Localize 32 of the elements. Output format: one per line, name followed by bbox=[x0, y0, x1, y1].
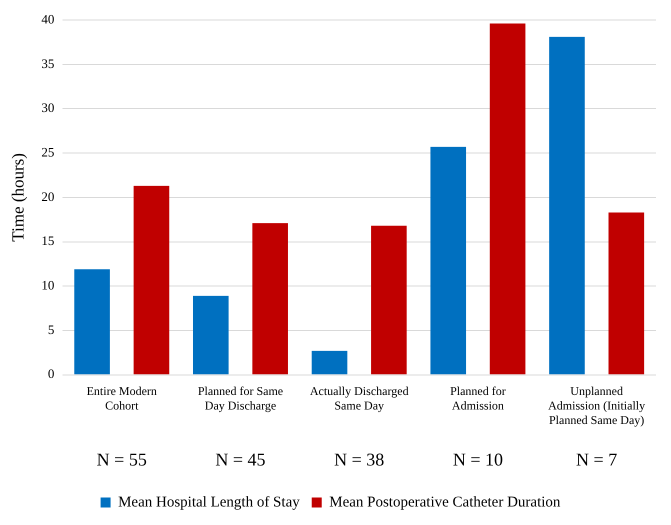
y-axis-title: Time (hours) bbox=[8, 153, 28, 242]
y-tick-label: 5 bbox=[48, 322, 54, 337]
legend-label: Mean Postoperative Catheter Duration bbox=[329, 494, 561, 510]
x-tick-label: Unplanned Admission (Initially Planned Same Day) bbox=[548, 384, 646, 427]
bar bbox=[74, 269, 110, 374]
bar bbox=[312, 350, 348, 374]
bar bbox=[192, 296, 229, 374]
bar bbox=[252, 223, 288, 374]
text: N = 38 bbox=[334, 450, 384, 470]
y-tick-label: 20 bbox=[41, 188, 54, 204]
y-tick-label: 10 bbox=[41, 278, 54, 293]
y-tick-label: 40 bbox=[41, 11, 54, 26]
y-tick-label: 30 bbox=[41, 100, 54, 116]
x-tick-label: Planned for Same Day Discharge bbox=[198, 384, 284, 413]
legend-label: Mean Hospital Length of Stay bbox=[118, 494, 300, 510]
bar bbox=[608, 212, 644, 374]
x-tick-label: Planned for Admission bbox=[450, 384, 506, 413]
y-tick-label: 0 bbox=[48, 366, 54, 382]
text: N = 7 bbox=[576, 450, 618, 470]
bar bbox=[549, 36, 585, 374]
bar bbox=[490, 24, 526, 374]
text: N = 55 bbox=[96, 450, 147, 470]
y-tick-label: 35 bbox=[41, 56, 54, 71]
x-tick-label: Entire Modern Cohort bbox=[86, 384, 157, 413]
text: N = 10 bbox=[452, 450, 503, 470]
bar bbox=[134, 186, 170, 374]
y-tick-label: 15 bbox=[41, 233, 54, 248]
bar bbox=[371, 226, 407, 374]
x-tick-label: Actually Discharged Same Day bbox=[310, 384, 409, 413]
y-tick-label: 25 bbox=[41, 144, 54, 160]
text: N = 45 bbox=[215, 450, 266, 470]
bar bbox=[430, 146, 466, 374]
